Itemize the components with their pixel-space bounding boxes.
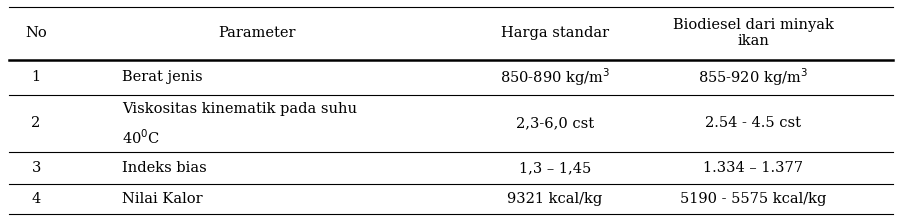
Text: 855-920 kg/m$^3$: 855-920 kg/m$^3$ [698,66,808,88]
Text: Berat jenis: Berat jenis [122,70,202,84]
Text: 2: 2 [32,116,41,130]
Text: Indeks bias: Indeks bias [122,161,207,175]
Text: 9321 kcal/kg: 9321 kcal/kg [507,192,603,206]
Text: 40$^0$C: 40$^0$C [122,128,160,147]
Text: 5190 - 5575 kcal/kg: 5190 - 5575 kcal/kg [680,192,826,206]
Text: 4: 4 [32,192,41,206]
Text: Parameter: Parameter [218,26,296,40]
Text: Nilai Kalor: Nilai Kalor [122,192,202,206]
Text: 1: 1 [32,70,41,84]
Text: 2.54 - 4.5 cst: 2.54 - 4.5 cst [705,116,801,130]
Text: 1.334 – 1.377: 1.334 – 1.377 [704,161,803,175]
Text: No: No [25,26,47,40]
Text: 1,3 – 1,45: 1,3 – 1,45 [519,161,591,175]
Text: Harga standar: Harga standar [501,26,609,40]
Text: Viskositas kinematik pada suhu: Viskositas kinematik pada suhu [122,102,357,116]
Text: Biodiesel dari minyak
ikan: Biodiesel dari minyak ikan [673,18,833,48]
Text: 3: 3 [32,161,41,175]
Text: 2,3-6,0 cst: 2,3-6,0 cst [516,116,594,130]
Text: 850-890 kg/m$^3$: 850-890 kg/m$^3$ [500,66,610,88]
